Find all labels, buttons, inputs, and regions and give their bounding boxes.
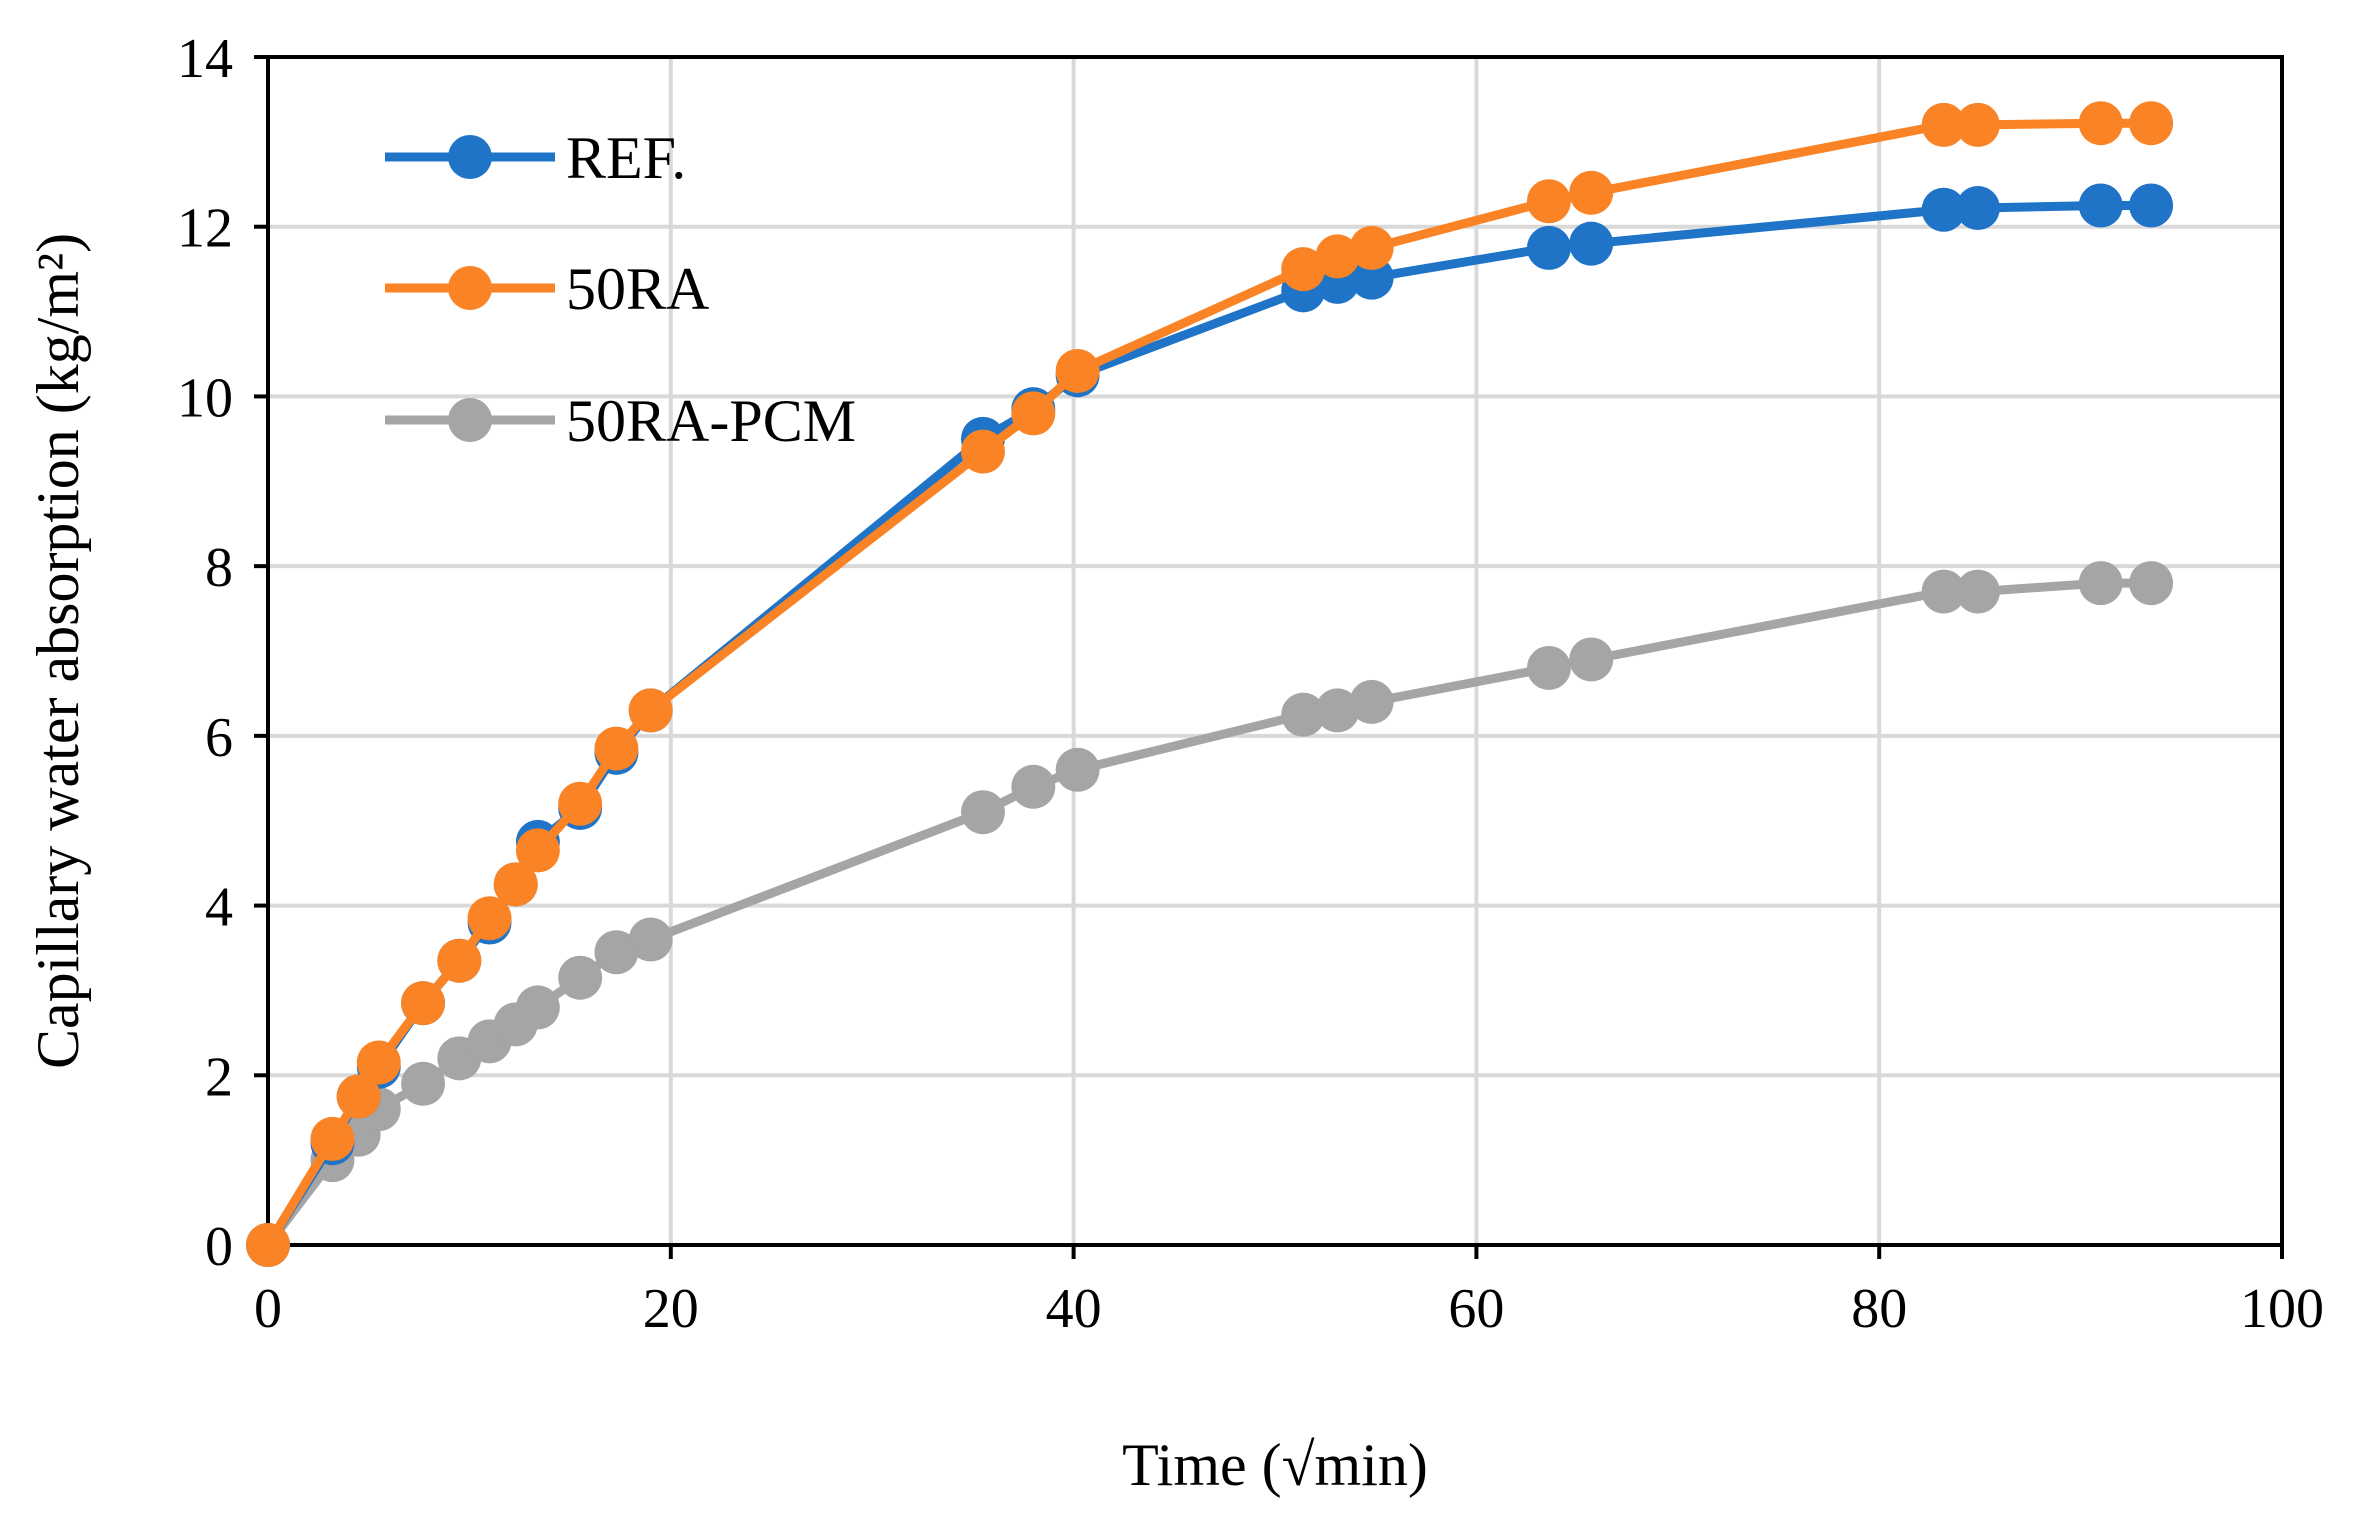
data-point (1281, 692, 1326, 737)
x-axis: 0 20 40 60 80 100 (254, 1245, 2324, 1340)
y-tick-label: 8 (205, 537, 233, 599)
legend-entry: 50RA (385, 256, 709, 322)
grid (268, 57, 2282, 1245)
x-tick-label: 0 (254, 1278, 282, 1340)
data-point (628, 917, 673, 962)
x-tick-label: 40 (1046, 1278, 1102, 1340)
data-point (1921, 569, 1966, 614)
data-point (1526, 179, 1571, 224)
data-point (1921, 187, 1966, 232)
series-line (264, 578, 2152, 1248)
series-ref- (246, 183, 2174, 1267)
x-axis-title: Time (√min) (1122, 1432, 1428, 1498)
data-point (628, 688, 673, 733)
data-point (336, 1074, 381, 1119)
data-point (558, 781, 603, 826)
data-point (1569, 637, 1614, 682)
data-point (356, 1040, 401, 1085)
data-point (1955, 186, 2000, 231)
series-layer (246, 101, 2174, 1267)
data-point (310, 1116, 355, 1161)
data-point (401, 1061, 446, 1106)
y-tick-label: 12 (177, 198, 233, 260)
data-point (437, 938, 482, 983)
data-point (1349, 225, 1394, 270)
x-tick-label: 80 (1851, 1278, 1907, 1340)
data-point (1315, 234, 1360, 279)
legend-entry: 50RA-PCM (385, 388, 856, 454)
data-point (1349, 679, 1394, 724)
y-tick-label: 14 (177, 28, 233, 90)
data-point (1921, 102, 1966, 147)
data-point (1315, 688, 1360, 733)
y-axis-title: Capillary water absorption (kg/m²) (25, 233, 91, 1069)
legend-swatch-marker (448, 266, 492, 310)
data-point (594, 726, 639, 771)
data-point (1569, 170, 1614, 215)
data-point (1011, 391, 1056, 436)
legend-entry: REF. (385, 125, 686, 191)
y-tick-label: 6 (205, 707, 233, 769)
data-point (2078, 561, 2123, 606)
x-tick-label: 20 (643, 1278, 699, 1340)
series-line (264, 201, 2152, 1248)
data-point (1526, 645, 1571, 690)
data-point (515, 828, 560, 873)
y-axis: 0 2 4 6 8 10 12 14 (177, 28, 268, 1278)
legend-label: 50RA-PCM (566, 388, 856, 454)
legend: REF. 50RA 50RA-PCM (385, 125, 856, 454)
plot-frame (266, 55, 2284, 1247)
data-point (2078, 183, 2123, 228)
data-point (246, 1223, 290, 1267)
data-point (2078, 101, 2123, 146)
data-point (1526, 225, 1571, 270)
y-tick-label: 10 (177, 367, 233, 429)
data-point (1955, 102, 2000, 147)
legend-label: REF. (566, 125, 686, 191)
legend-label: 50RA (566, 256, 709, 322)
series-50ra-pcm (246, 561, 2174, 1267)
data-point (1055, 747, 1100, 792)
data-point (1055, 348, 1100, 393)
data-point (558, 955, 603, 1000)
data-point (493, 862, 538, 907)
x-tick-label: 100 (2240, 1278, 2324, 1340)
data-point (1281, 247, 1326, 292)
data-point (960, 790, 1005, 835)
y-tick-label: 2 (205, 1046, 233, 1108)
data-point (515, 985, 560, 1030)
data-point (594, 930, 639, 975)
data-point (2129, 561, 2174, 606)
legend-swatch-marker (448, 135, 492, 179)
x-tick-label: 60 (1448, 1278, 1504, 1340)
data-point (1955, 569, 2000, 614)
data-point (2129, 101, 2174, 146)
data-point (2129, 183, 2174, 228)
y-tick-label: 0 (205, 1216, 233, 1278)
data-point (1011, 764, 1056, 809)
y-tick-label: 4 (205, 877, 233, 939)
data-point (467, 896, 512, 941)
data-point (401, 981, 446, 1026)
legend-swatch-marker (448, 398, 492, 442)
data-point (960, 429, 1005, 474)
series-50ra (246, 101, 2174, 1267)
data-point (1569, 221, 1614, 266)
